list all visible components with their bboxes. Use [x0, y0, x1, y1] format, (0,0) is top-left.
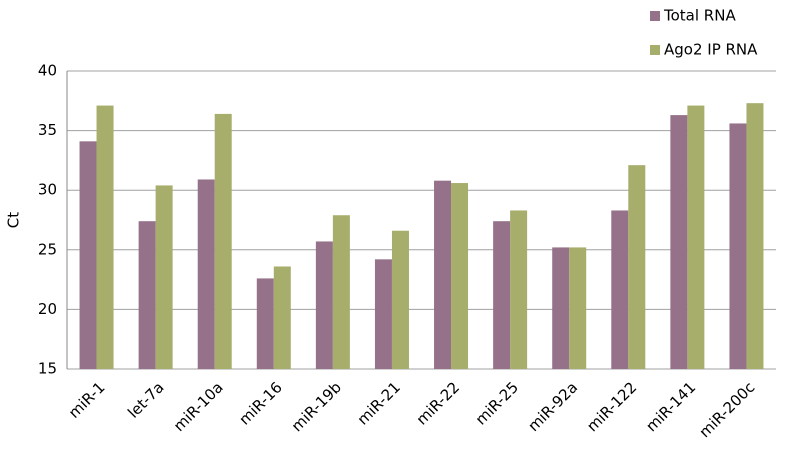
x-tick-label: miR-16 [236, 378, 286, 428]
y-tick-label: 40 [38, 62, 57, 80]
bar [493, 221, 511, 369]
x-tick-label: miR-21 [354, 378, 404, 428]
legend-label: Ago2 IP RNA [664, 41, 758, 59]
x-tick-label: miR-141 [642, 378, 699, 435]
bar [628, 165, 646, 369]
y-tick-label: 35 [38, 121, 57, 139]
x-tick-label: miR-25 [472, 378, 522, 428]
bar [332, 215, 350, 369]
x-tick-label: miR-10a [170, 378, 227, 435]
bar [670, 115, 688, 369]
y-tick-label: 30 [38, 181, 57, 199]
bar [687, 105, 705, 370]
x-tick-label: let-7a [124, 378, 167, 421]
bar [611, 210, 629, 369]
y-tick-label: 25 [38, 240, 57, 258]
y-tick-label: 20 [38, 300, 57, 318]
x-tick-label: miR-19b [288, 378, 345, 435]
bar [451, 183, 469, 369]
bar [391, 230, 409, 369]
bar [273, 266, 291, 369]
bar [374, 259, 392, 369]
bar [434, 180, 452, 369]
bar [79, 141, 97, 369]
x-tick-label: miR-22 [413, 378, 463, 428]
bar [746, 103, 764, 370]
bar [256, 278, 274, 369]
bar [155, 185, 173, 369]
bar [96, 105, 114, 370]
bar [214, 113, 232, 369]
bar [197, 179, 215, 369]
x-tick-label: miR-122 [583, 378, 640, 435]
bar [315, 241, 333, 369]
x-tick-label: miR-1 [65, 378, 109, 422]
legend-swatch [650, 45, 660, 55]
x-tick-label: miR-92a [524, 378, 581, 435]
bar [552, 247, 570, 369]
bar [510, 210, 528, 369]
legend-swatch [650, 11, 660, 21]
y-axis-label: Ct [5, 212, 23, 228]
x-tick-label: miR-200c [696, 378, 759, 441]
legend-label: Total RNA [663, 7, 736, 25]
y-tick-label: 15 [38, 360, 57, 378]
bar [138, 221, 156, 369]
bar [729, 123, 747, 369]
bar [569, 247, 587, 369]
